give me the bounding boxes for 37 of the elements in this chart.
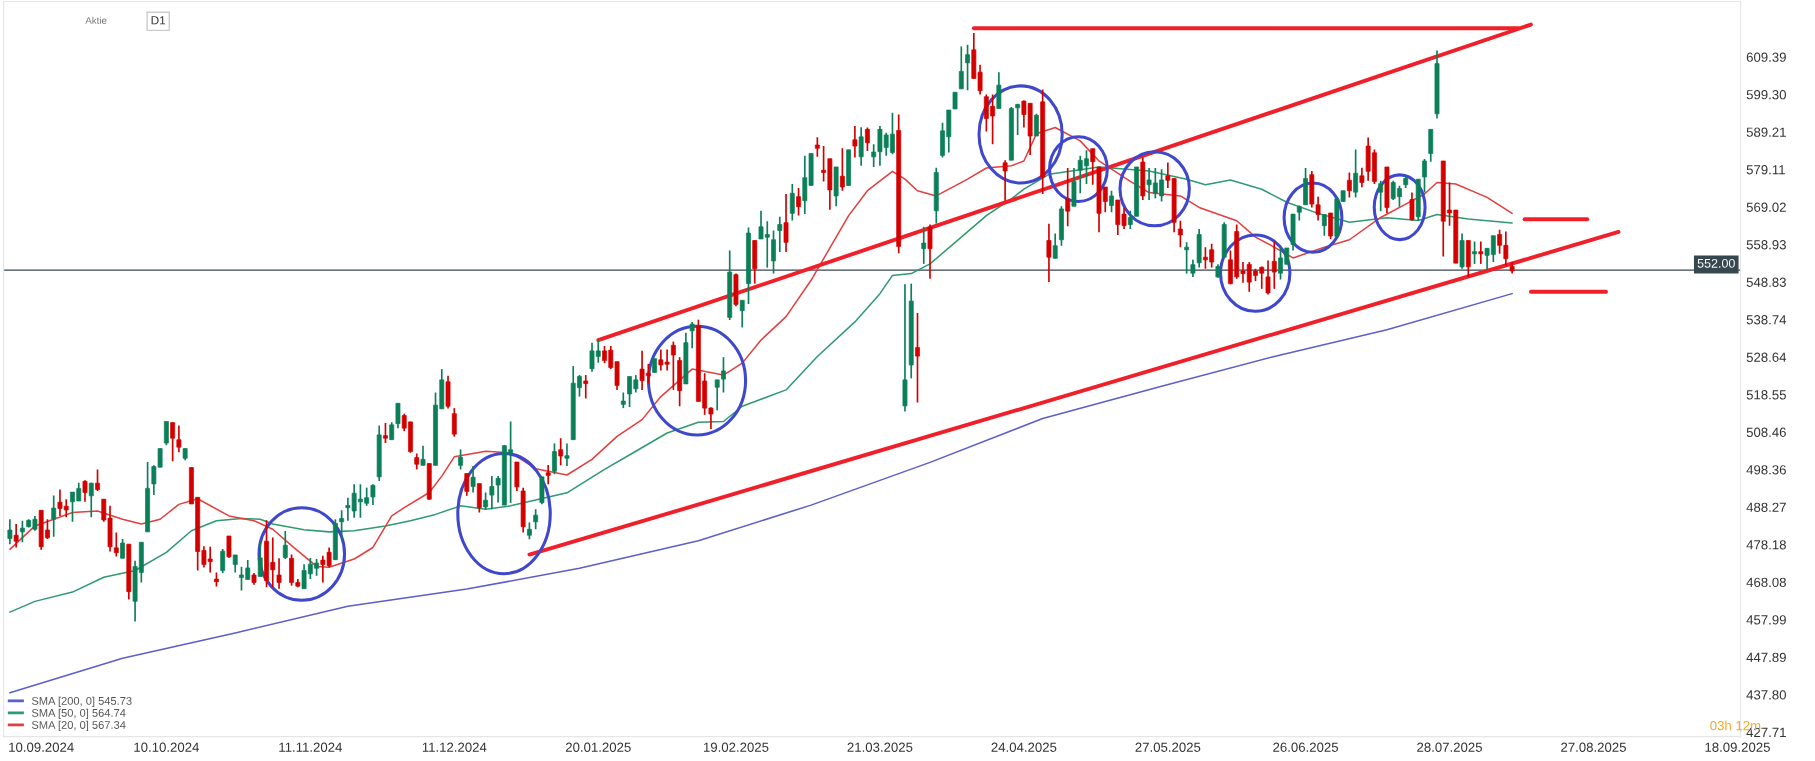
y-tick-label: 548.83 xyxy=(1746,277,1786,287)
x-tick-label: 26.06.2025 xyxy=(1273,742,1339,752)
y-tick-label: 437.80 xyxy=(1746,690,1786,700)
x-tick-label: 19.02.2025 xyxy=(703,742,769,752)
x-tick-label: 27.05.2025 xyxy=(1135,742,1201,752)
y-tick-label: 558.93 xyxy=(1746,240,1786,250)
y-tick-label: 447.89 xyxy=(1746,652,1786,663)
y-tick-label: 569.02 xyxy=(1746,202,1786,212)
x-tick-label: 10.10.2024 xyxy=(134,742,200,752)
x-tick-label: 11.11.2024 xyxy=(279,742,342,752)
legend-label: SMA [200, 0] 545.73 xyxy=(31,696,132,708)
legend-label: SMA [50, 0] 564.74 xyxy=(31,708,126,720)
x-tick-label: 10.09.2024 xyxy=(9,742,74,752)
y-tick-label: 508.46 xyxy=(1746,427,1786,437)
x-tick-label: 21.03.2025 xyxy=(847,742,913,752)
x-tick-label: 11.12.2024 xyxy=(422,742,487,752)
y-tick-label: 468.08 xyxy=(1746,577,1786,588)
annotation: D1 xyxy=(151,16,166,25)
y-tick-label: 478.18 xyxy=(1746,540,1786,550)
y-tick-label: 518.55 xyxy=(1746,390,1786,400)
y-tick-label: 528.64 xyxy=(1746,352,1787,362)
y-tick-label: 538.74 xyxy=(1746,315,1787,325)
annotation: Aktie xyxy=(85,16,107,24)
x-tick-label: 24.04.2025 xyxy=(991,742,1057,752)
y-tick-label: 609.39 xyxy=(1746,52,1786,62)
x-tick-label: 27.08.2025 xyxy=(1561,742,1626,752)
y-tick-label: 457.99 xyxy=(1746,615,1786,625)
legend-label: SMA [20, 0] 567.34 xyxy=(31,720,126,732)
y-tick-label: 498.36 xyxy=(1746,465,1786,475)
x-tick-label: 18.09.2025 xyxy=(1705,742,1770,752)
x-tick-label: 28.07.2025 xyxy=(1417,742,1482,752)
y-tick-label: 599.30 xyxy=(1746,90,1786,100)
x-tick-label: 20.01.2025 xyxy=(565,742,631,752)
y-tick-label: 589.21 xyxy=(1746,127,1786,137)
ref-line-label: 552.00 xyxy=(1697,258,1735,268)
y-tick-label: 579.11 xyxy=(1746,165,1785,175)
y-tick-label: 488.27 xyxy=(1746,502,1786,512)
